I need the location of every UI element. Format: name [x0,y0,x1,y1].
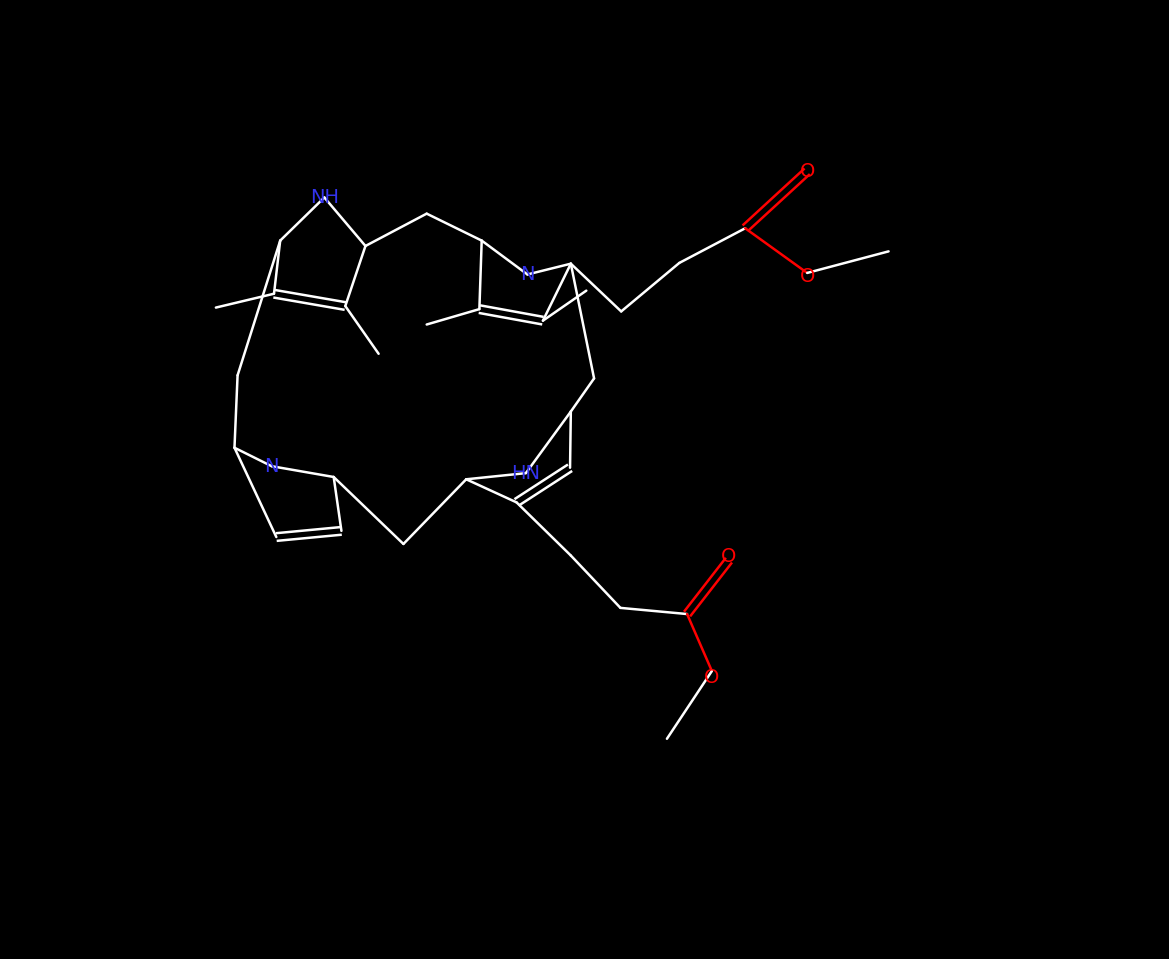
Text: O: O [721,547,736,566]
Text: O: O [704,667,720,687]
Text: HN: HN [511,463,540,482]
Text: O: O [800,268,815,287]
Text: N: N [520,265,534,284]
Text: NH: NH [310,188,339,207]
Text: N: N [264,456,279,476]
Text: O: O [800,162,815,181]
